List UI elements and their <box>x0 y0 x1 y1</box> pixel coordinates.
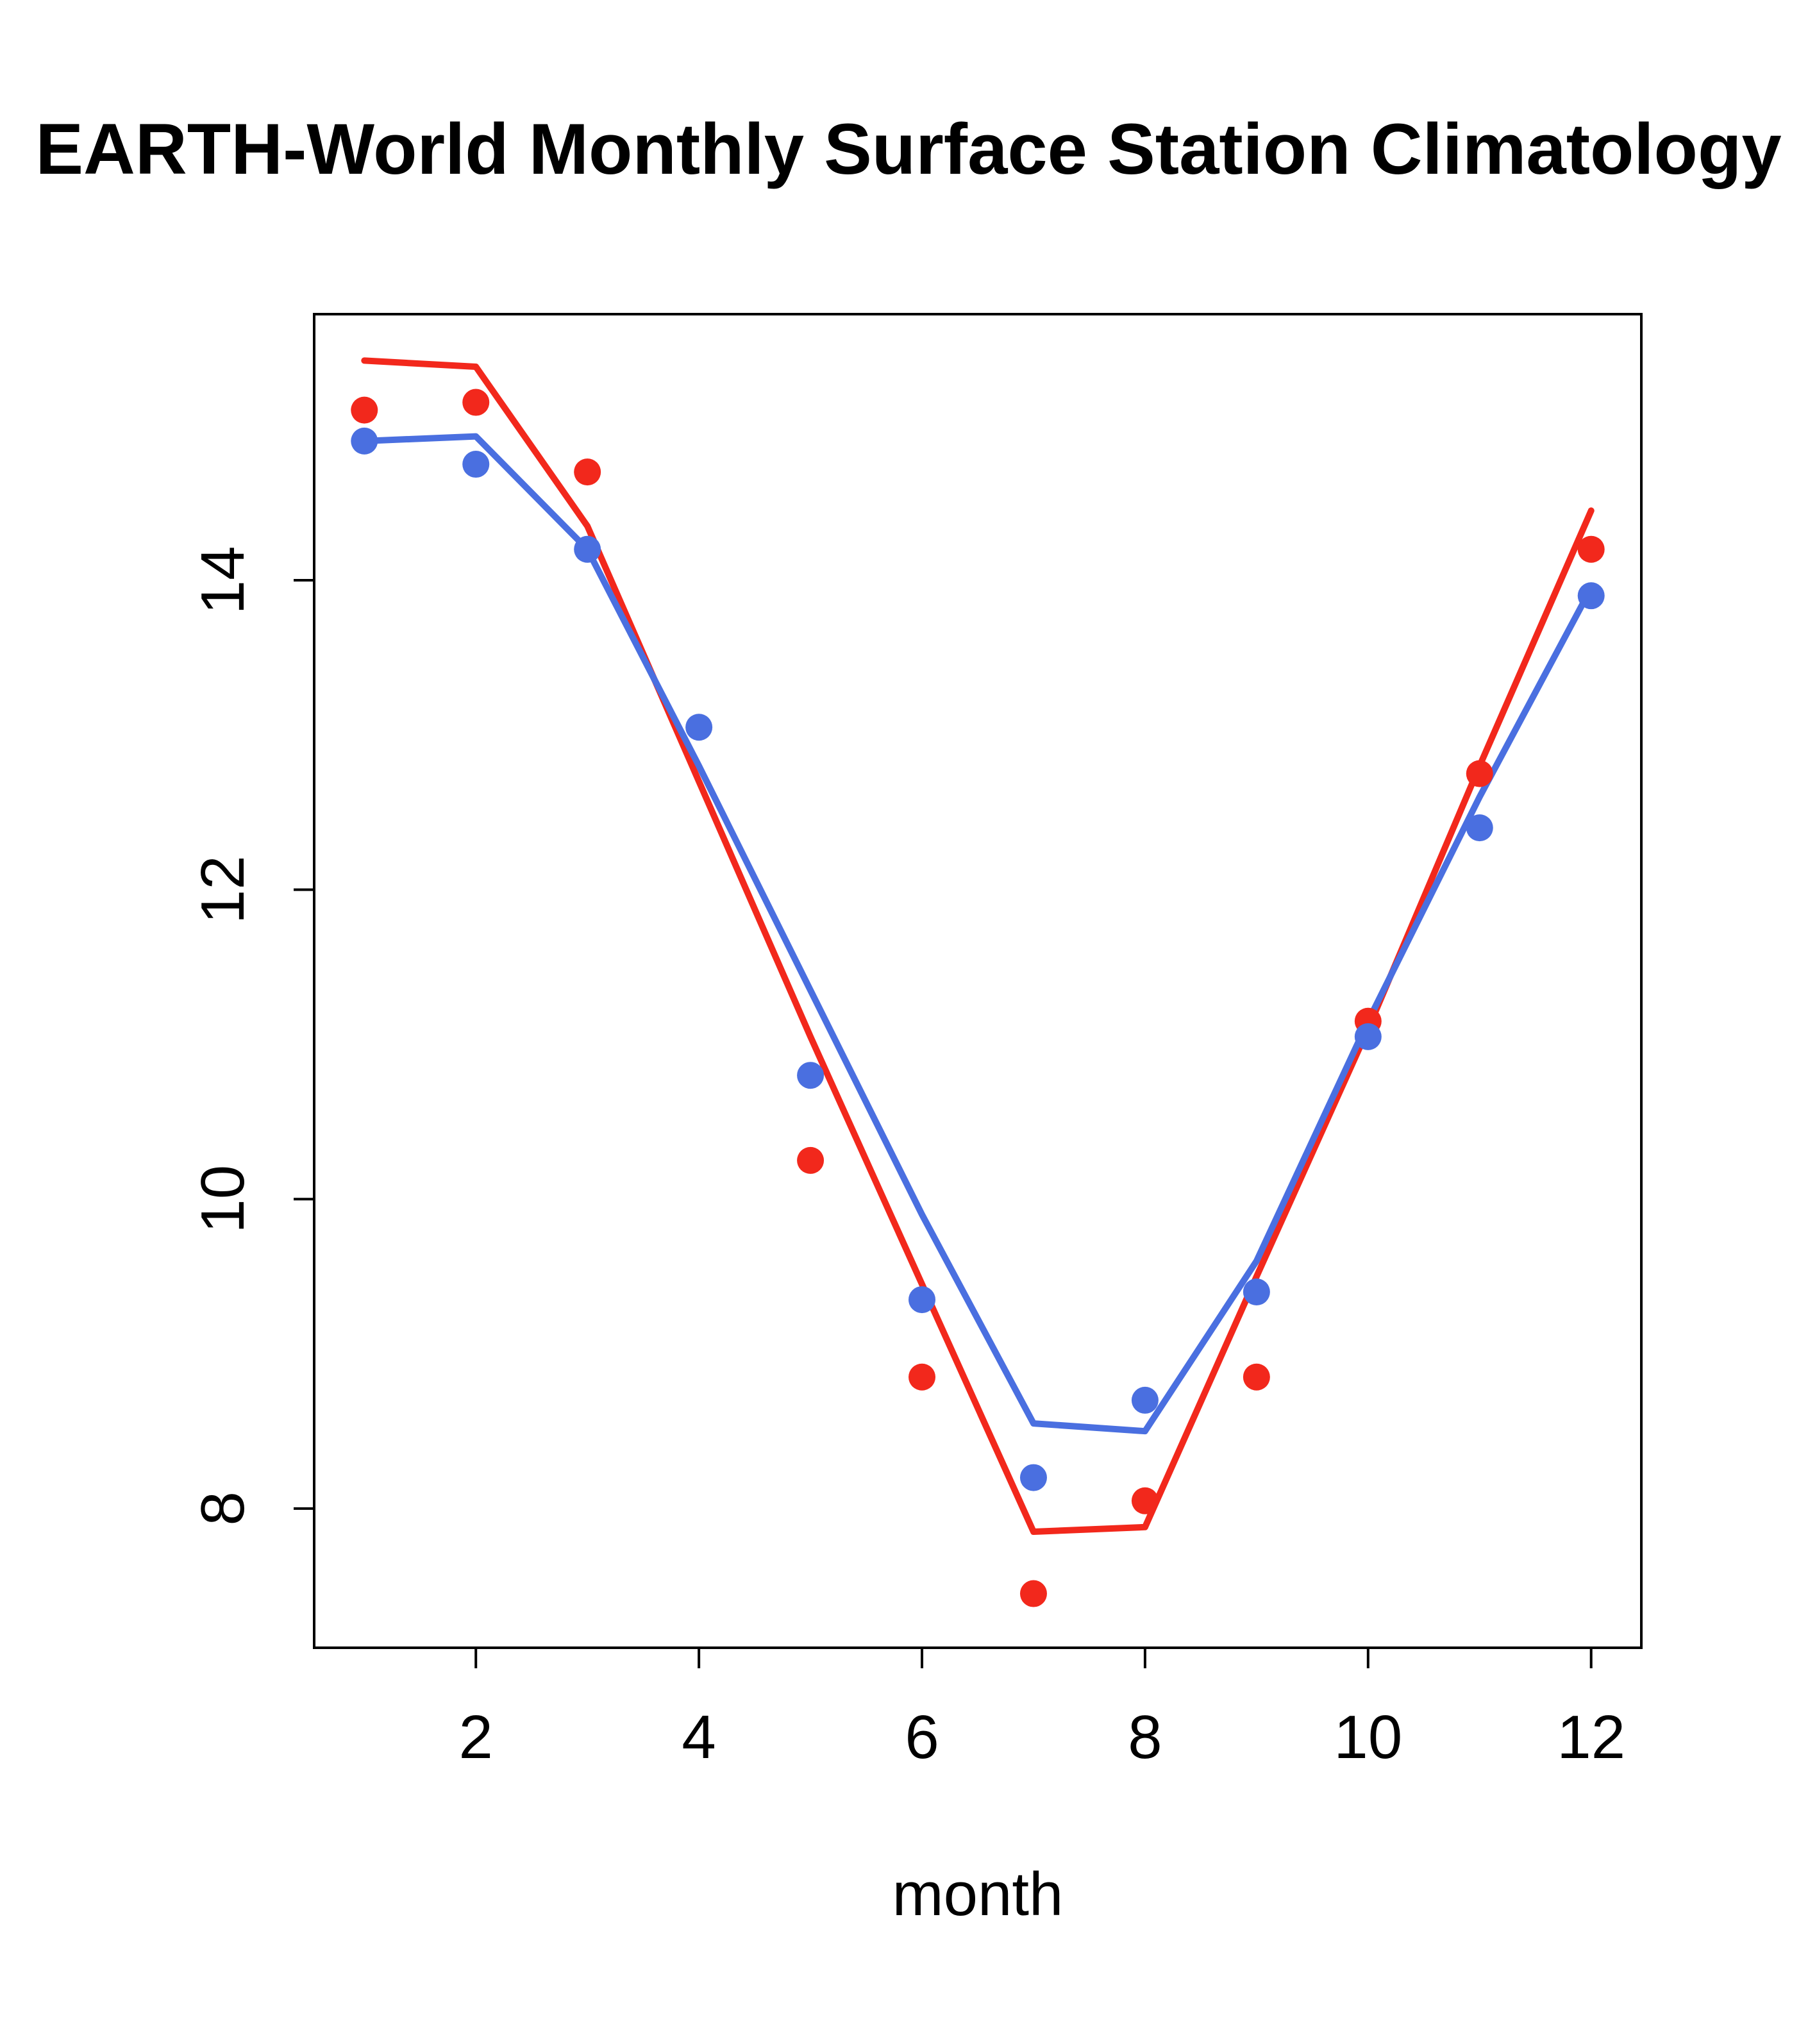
svg-text:6: 6 <box>905 1703 939 1772</box>
svg-text:4: 4 <box>682 1703 716 1772</box>
svg-text:8: 8 <box>1128 1703 1162 1772</box>
svg-text:12: 12 <box>1557 1703 1625 1772</box>
svg-text:14: 14 <box>188 546 257 615</box>
svg-text:10: 10 <box>188 1165 257 1234</box>
svg-text:2: 2 <box>459 1703 493 1772</box>
x-axis-label: month <box>892 1860 1064 1929</box>
svg-text:12: 12 <box>188 855 257 924</box>
chart-title: EARTH-World Monthly Surface Station Clim… <box>35 109 1782 189</box>
svg-text:8: 8 <box>188 1491 257 1525</box>
svg-text:10: 10 <box>1334 1703 1402 1772</box>
